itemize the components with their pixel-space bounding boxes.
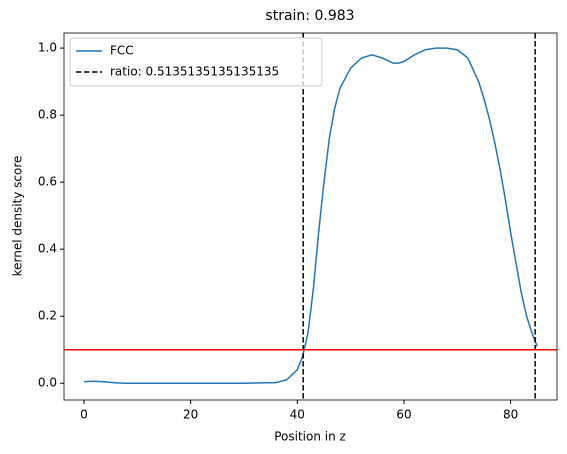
plot-frame — [63, 32, 558, 401]
y-tick-label: 1.0 — [38, 41, 57, 55]
y-tick-label: 0.4 — [38, 242, 57, 256]
x-tick-label: 20 — [183, 408, 198, 422]
x-axis-label: Position in z — [274, 430, 346, 444]
y-tick-label: 0.6 — [38, 175, 57, 189]
legend-label: FCC — [110, 44, 134, 58]
chart-title: strain: 0.983 — [265, 8, 354, 24]
y-tick-label: 0.0 — [38, 376, 57, 390]
line-series — [83, 47, 538, 384]
x-tick-label: 40 — [290, 408, 305, 422]
x-tick-label: 60 — [396, 408, 411, 422]
legend-box — [69, 37, 323, 87]
y-tick-label: 0.2 — [38, 309, 57, 323]
y-axis-label: kernel density score — [11, 156, 25, 277]
legend-label: ratio: 0.5135135135135135 — [110, 65, 279, 79]
x-tick-label: 80 — [503, 408, 518, 422]
y-tick-label: 0.8 — [38, 108, 57, 122]
x-tick-label: 0 — [80, 408, 88, 422]
